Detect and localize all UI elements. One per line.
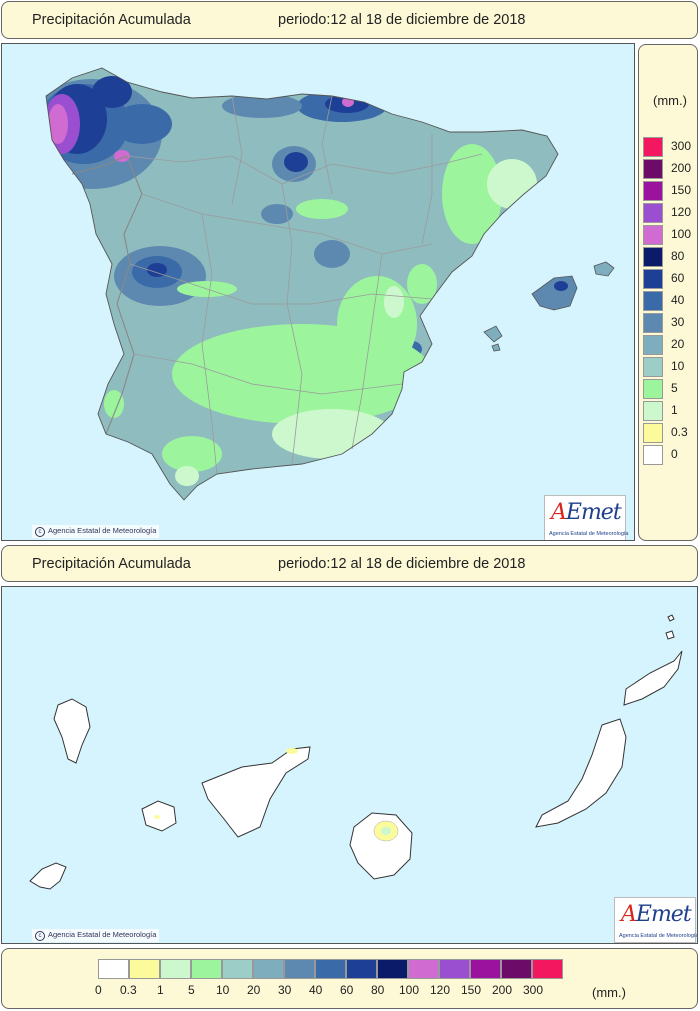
legend-label: 150: [671, 183, 692, 197]
legend-label: 120: [671, 205, 692, 219]
legend-label: 0.3: [671, 425, 688, 439]
legend-swatch: [643, 357, 663, 377]
la-graciosa: [665, 630, 675, 640]
legend-swatch: [643, 335, 663, 355]
canary-islands: [29, 614, 683, 890]
aemet-logo-canary: AEmet Agencia Estatal de Meteorología: [614, 897, 697, 943]
legend-label: 100: [671, 227, 692, 241]
legend-label-horizontal: 20: [247, 983, 261, 997]
legend-swatch-horizontal: [191, 959, 222, 979]
legend-unit: (mm.): [653, 93, 687, 108]
legend-label: 5: [671, 381, 678, 395]
legend-label-horizontal: 5: [188, 983, 195, 997]
balearic-islands: [483, 261, 615, 352]
legend-swatch: [643, 423, 663, 443]
iberia-land: [46, 68, 558, 500]
legend-swatch-horizontal: [532, 959, 563, 979]
tenerife: [201, 746, 311, 838]
peninsula-map-graphic: [45, 67, 615, 501]
canary-period: periodo:12 al 18 de diciembre de 2018: [278, 555, 526, 572]
legend-label: 20: [671, 337, 685, 351]
legend-label: 10: [671, 359, 685, 373]
canary-title-bar: Precipitación Acumulada periodo:12 al 18…: [1, 545, 698, 582]
legend-swatch: [643, 203, 663, 223]
legend-label-horizontal: 40: [309, 983, 323, 997]
legend-swatch: [643, 269, 663, 289]
legend-swatch: [643, 445, 663, 465]
legend-label-horizontal: 150: [461, 983, 482, 997]
legend-label-horizontal: 0: [95, 983, 102, 997]
legend-swatch: [643, 181, 663, 201]
legend-label: 40: [671, 293, 685, 307]
legend-label-horizontal: 60: [340, 983, 354, 997]
legend-label-horizontal: 1: [157, 983, 164, 997]
legend-swatch: [643, 159, 663, 179]
horizontal-legend: 0 0.3 1 5 10 20 30 40 60 80 100 120 150 200 300 (mm.): [1, 948, 698, 1009]
legend-label-horizontal: 120: [430, 983, 451, 997]
legend-swatch: [643, 137, 663, 157]
legend-swatch-horizontal: [222, 959, 253, 979]
legend-swatch: [643, 379, 663, 399]
legend-swatch-horizontal: [346, 959, 377, 979]
peninsula-map: c Agencia Estatal de Meteorología AEmet A…: [1, 43, 635, 541]
canary-precip-patches: [154, 748, 399, 842]
legend-swatch-horizontal: [408, 959, 439, 979]
legend-unit-horizontal: (mm.): [592, 985, 626, 1000]
copyright-icon: c: [35, 931, 45, 941]
canary-title: Precipitación Acumulada: [32, 555, 191, 572]
aemet-logo: AEmet Agencia Estatal de Meteorología: [544, 495, 629, 540]
legend-swatch-horizontal: [439, 959, 470, 979]
copyright-icon: c: [35, 527, 45, 537]
vertical-legend: (mm.) 300 200 150 120 100 80 60 40 30 20 10 5 1 0.3 0: [638, 44, 698, 541]
admin-boundaries: [71, 95, 483, 475]
alegranza: [667, 614, 675, 622]
legend-label: 60: [671, 271, 685, 285]
peninsula-copyright: c Agencia Estatal de Meteorología: [32, 525, 160, 538]
canary-copyright: c Agencia Estatal de Meteorología: [32, 929, 160, 942]
peninsula-period: periodo:12 al 18 de diciembre de 2018: [278, 12, 526, 28]
legend-swatch: [643, 313, 663, 333]
legend-swatch-horizontal: [98, 959, 129, 979]
legend-label: 30: [671, 315, 685, 329]
legend-swatch-horizontal: [129, 959, 160, 979]
legend-swatch: [643, 291, 663, 311]
legend-label-horizontal: 200: [492, 983, 513, 997]
canary-map: c Agencia Estatal de Meteorología AEmet A…: [1, 586, 698, 944]
legend-swatch-horizontal: [315, 959, 346, 979]
legend-label: 300: [671, 139, 692, 153]
legend-swatch-horizontal: [284, 959, 315, 979]
legend-label-horizontal: 0.3: [120, 983, 137, 997]
legend-label: 200: [671, 161, 692, 175]
legend-swatch: [643, 401, 663, 421]
legend-label-horizontal: 10: [216, 983, 230, 997]
canary-map-graphic: [29, 614, 683, 890]
legend-label-horizontal: 80: [371, 983, 385, 997]
legend-label: 1: [671, 403, 678, 417]
el-hierro: [29, 862, 67, 890]
peninsula-coastline: [45, 67, 559, 501]
la-palma: [53, 698, 91, 764]
legend-swatch: [643, 247, 663, 267]
lanzarote: [623, 650, 683, 706]
peninsula-title-bar: Precipitación Acumulada periodo:12 al 18…: [1, 1, 698, 39]
legend-label-horizontal: 300: [523, 983, 544, 997]
legend-label: 80: [671, 249, 685, 263]
peninsula-title: Precipitación Acumulada: [32, 12, 191, 28]
legend-swatch-horizontal: [470, 959, 501, 979]
legend-swatch-horizontal: [253, 959, 284, 979]
fuerteventura: [535, 718, 627, 828]
legend-swatch-horizontal: [501, 959, 532, 979]
legend-swatch: [643, 225, 663, 245]
legend-swatch-horizontal: [377, 959, 408, 979]
legend-label-horizontal: 30: [278, 983, 292, 997]
legend-label: 0: [671, 447, 678, 461]
legend-label-horizontal: 100: [399, 983, 420, 997]
legend-swatch-horizontal: [160, 959, 191, 979]
